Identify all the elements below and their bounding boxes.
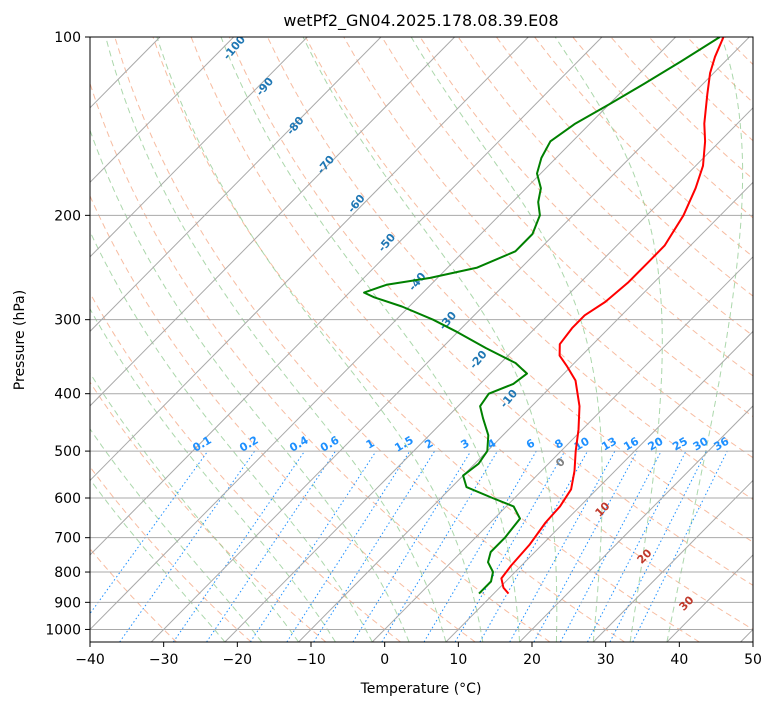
isotherm-line (445, 330, 753, 642)
isotherm-line (592, 479, 753, 642)
isotherm-line (371, 256, 753, 642)
moist-adiabat-line (302, 37, 558, 642)
y-tick-label: 600 (54, 491, 81, 507)
dry-adiabat-line (343, 37, 753, 459)
dry-adiabat-line (152, 37, 700, 642)
x-tick-label: −10 (296, 652, 326, 668)
isohume-line (454, 450, 566, 642)
isotherm-line (90, 37, 456, 407)
y-axis-label: Pressure (hPa) (12, 290, 28, 390)
moist-adiabat-line (105, 37, 447, 642)
dry-adiabat-line (495, 37, 753, 297)
y-tick-label: 400 (54, 387, 81, 403)
y-tick-label: 200 (54, 208, 81, 224)
adiabat-label: 40 (719, 640, 739, 660)
dry-adiabat-line (457, 37, 753, 337)
x-tick-label: −30 (149, 652, 179, 668)
isotherm-line (519, 405, 753, 642)
isohume-line (381, 450, 498, 642)
moist-adiabat-line (156, 37, 484, 642)
y-tick-label: 500 (54, 444, 81, 460)
isotherm-line (90, 37, 308, 258)
y-tick-label: 1000 (45, 622, 81, 638)
x-tick-label: 20 (523, 652, 541, 668)
dry-adiabat-line (228, 37, 753, 586)
moist-adiabat-line (90, 428, 263, 642)
dry-adiabat-line (305, 37, 753, 501)
moist-adiabat-line (90, 230, 373, 642)
moist-adiabat-line (410, 37, 603, 642)
dry-adiabat-line (90, 465, 252, 642)
moist-adiabat-line (90, 478, 226, 642)
isotherm-line (90, 37, 235, 184)
moist-adiabat-line (90, 128, 410, 642)
isotherm-line (150, 37, 750, 642)
isotherm-line (90, 37, 529, 482)
moist-adiabat-line (554, 37, 663, 642)
isotherm-line (298, 181, 753, 642)
isohume-line (423, 450, 537, 642)
y-tick-label: 800 (54, 565, 81, 581)
dry-adiabat-line (419, 37, 753, 377)
dry-adiabat-line (90, 381, 327, 642)
isohume-line (286, 450, 411, 642)
dry-adiabat-line (381, 37, 753, 418)
y-tick-label: 100 (54, 30, 81, 46)
isohume-line (632, 450, 728, 642)
isotherm-line (224, 107, 753, 642)
dry-adiabat-line (90, 194, 476, 642)
isohume-line (90, 450, 209, 615)
y-tick-label: 300 (54, 313, 81, 329)
x-tick-label: −40 (75, 652, 105, 668)
isohume-line (172, 450, 306, 642)
x-tick-label: 30 (597, 652, 615, 668)
x-tick-label: 10 (449, 652, 467, 668)
x-tick-label: 50 (744, 652, 762, 668)
temperature-profile-line (500, 37, 725, 595)
isohume-line (119, 450, 256, 642)
dry-adiabat-line (90, 81, 551, 642)
x-tick-label: 40 (670, 652, 688, 668)
isotherm-line (90, 37, 603, 556)
moist-adiabat-line (90, 307, 336, 642)
plot-frame (89, 36, 754, 643)
x-tick-label: 0 (380, 652, 389, 668)
y-tick-label: 700 (54, 531, 81, 547)
isohume-line (352, 450, 472, 642)
x-tick-label: −20 (223, 652, 253, 668)
isotherm-line (90, 37, 382, 333)
isohume-line (509, 450, 616, 642)
y-tick-label: 900 (54, 595, 81, 611)
dewpoint-profile-line (363, 37, 721, 595)
dry-adiabat-line (114, 37, 625, 642)
isohume-line (479, 450, 588, 642)
dry-adiabat-line (190, 37, 753, 630)
isotherm-line (90, 37, 677, 631)
chart-title: wetPf2_GN04.2025.178.08.39.E08 (283, 11, 558, 31)
moist-adiabat-line (220, 37, 521, 642)
isohume-line (313, 450, 436, 642)
moist-adiabat-line (666, 37, 744, 642)
x-axis-label: Temperature (°C) (360, 681, 482, 697)
